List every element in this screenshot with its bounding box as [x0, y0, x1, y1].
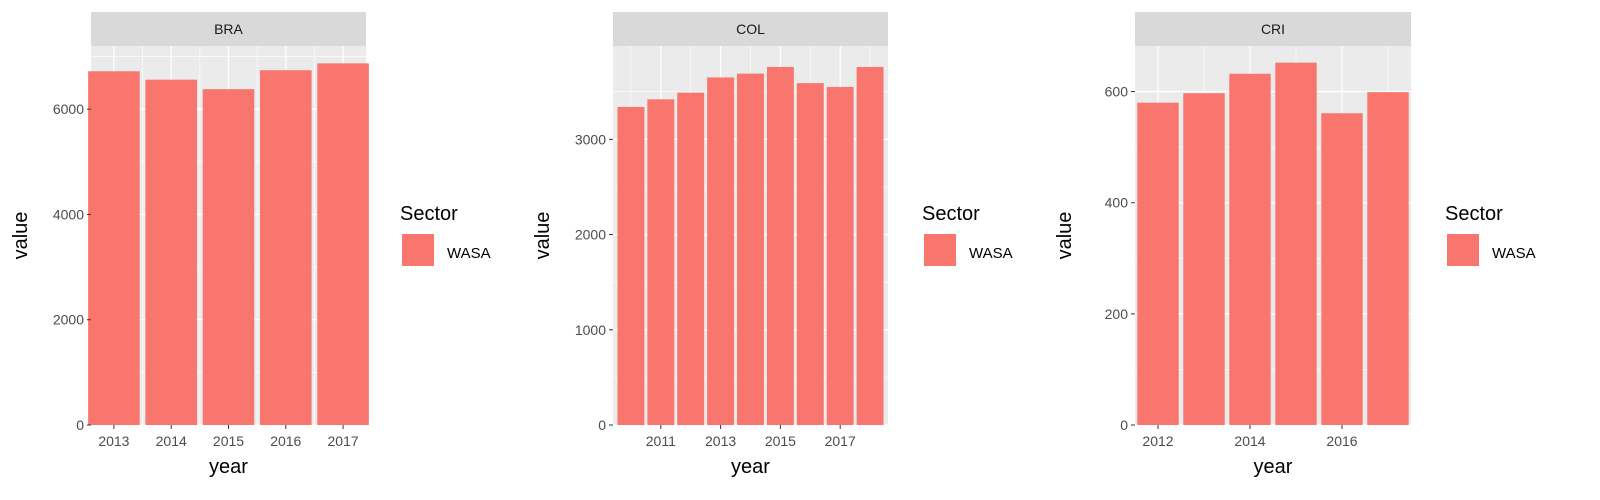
facet-strip: [91, 12, 366, 46]
x-tick-label: 2017: [825, 433, 856, 449]
bar-col-2015: [766, 66, 794, 426]
x-tick-label: 2013: [98, 433, 129, 449]
legend-key-swatch: [1447, 234, 1479, 266]
y-tick-label: 200: [1105, 306, 1129, 322]
legend-title: Sector: [400, 203, 458, 225]
facet-panel-col: COL 0 1000 2000 3000 2011 2013 2015 2017 year valu…: [532, 12, 1013, 478]
facet-strip-label: CRI: [1261, 21, 1285, 37]
bar-cri-2014: [1229, 73, 1271, 426]
facet-strip-label: COL: [736, 21, 765, 37]
facet-strip: [1135, 12, 1411, 46]
y-tick-label: 0: [76, 417, 84, 433]
y-tick-label: 2000: [53, 312, 84, 328]
bar-col-2016: [796, 83, 824, 426]
facet-panel-cri: CRI 0 200 400 600 2012 2014 2016 year value Sector…: [1054, 12, 1536, 478]
bar-cri-2015: [1275, 62, 1317, 425]
bar-bra-2014: [145, 79, 197, 425]
y-axis-title: value: [1054, 212, 1076, 260]
bar-col-2012: [677, 92, 705, 426]
bar-col-2013: [707, 77, 735, 425]
x-tick-label: 2016: [1326, 433, 1357, 449]
facet-panel-bra: BRA 0 2000 4000 6000 2013 2014 2015 2016 2017 year…: [10, 12, 491, 478]
legend-title: Sector: [1445, 203, 1503, 225]
x-tick-label: 2014: [1234, 433, 1265, 449]
y-axis-title: value: [532, 212, 554, 260]
bar-cri-2012: [1137, 102, 1179, 425]
y-tick-label: 600: [1105, 84, 1129, 100]
y-tick-label: 3000: [575, 131, 606, 147]
x-tick-label: 2013: [705, 433, 736, 449]
bar-col-2018: [856, 66, 884, 426]
legend-key-swatch: [402, 234, 434, 266]
y-tick-label: 0: [598, 417, 606, 433]
bar-bra-2013: [88, 71, 140, 426]
legend: Sector WASA: [1445, 203, 1536, 266]
x-tick-label: 2011: [646, 433, 676, 449]
bar-col-2010: [617, 106, 645, 425]
bar-bra-2016: [260, 70, 312, 425]
bar-col-2011: [647, 99, 675, 425]
bar-col-2014: [737, 73, 764, 426]
facet-strip: [613, 12, 888, 46]
bar-bra-2015: [202, 89, 255, 426]
bar-cri-2016: [1321, 113, 1363, 425]
legend-key-label: WASA: [969, 245, 1013, 262]
x-tick-label: 2017: [328, 433, 359, 449]
x-tick-label: 2014: [156, 433, 187, 449]
y-tick-label: 6000: [53, 101, 84, 117]
legend-key-swatch: [924, 234, 956, 266]
x-tick-label: 2016: [270, 433, 301, 449]
bar-cri-2013: [1183, 93, 1225, 425]
y-tick-label: 4000: [53, 206, 84, 222]
legend: Sector WASA: [400, 203, 491, 266]
legend-title: Sector: [922, 203, 980, 225]
y-tick-label: 0: [1120, 417, 1128, 433]
legend-key-label: WASA: [447, 245, 491, 262]
x-tick-label: 2015: [213, 433, 244, 449]
bar-cri-2017: [1367, 92, 1409, 425]
bar-bra-2017: [317, 63, 369, 425]
bar-col-2017: [826, 86, 854, 425]
y-tick-label: 1000: [575, 322, 606, 338]
y-axis-title: value: [10, 212, 32, 260]
x-axis-title: year: [1254, 456, 1293, 478]
facet-strip-label: BRA: [214, 21, 243, 37]
x-tick-label: 2015: [765, 433, 796, 449]
legend: Sector WASA: [922, 203, 1013, 266]
x-tick-label: 2012: [1142, 433, 1173, 449]
panel-background: [1135, 46, 1411, 425]
x-axis-title: year: [731, 456, 770, 478]
y-tick-label: 2000: [575, 227, 606, 243]
y-tick-label: 400: [1105, 195, 1129, 211]
legend-key-label: WASA: [1492, 245, 1536, 262]
x-axis-title: year: [209, 456, 248, 478]
